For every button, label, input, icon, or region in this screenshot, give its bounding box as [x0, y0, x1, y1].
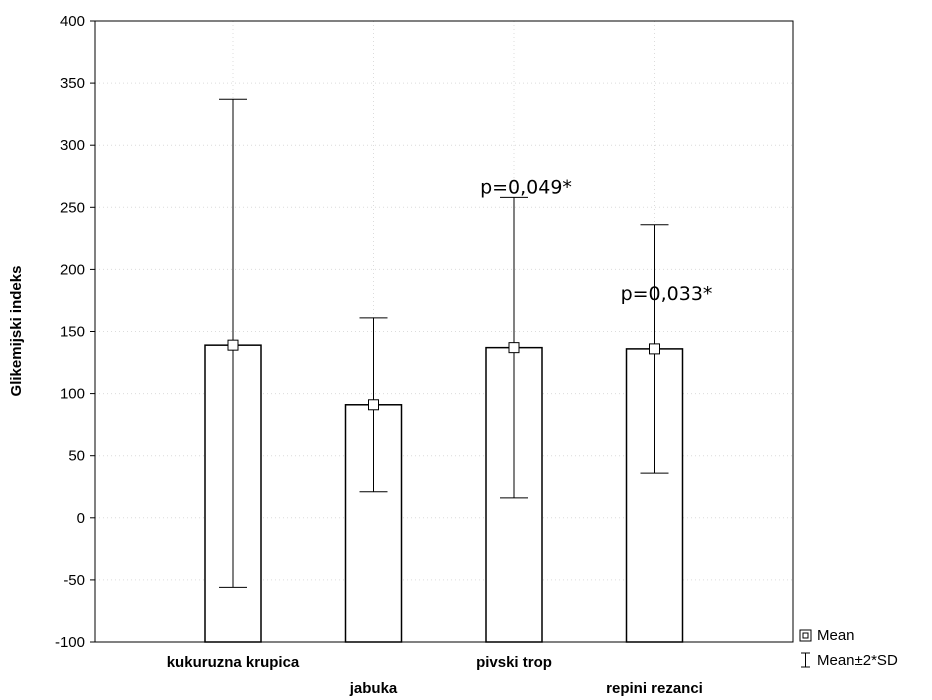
mean-marker [508, 342, 520, 354]
y-tick-label: 0 [77, 510, 85, 527]
legend-mean-label: Mean [817, 627, 855, 644]
x-tick-label: pivski trop [476, 654, 552, 671]
y-ticks: 400 350 300 250 200 150 100 50 0 -50 -100 [55, 13, 95, 651]
mean-markers [227, 339, 660, 411]
legend-item-mean: Mean [799, 627, 855, 644]
x-tick-labels: kukuruzna krupica jabuka pivski trop repini… [167, 654, 703, 697]
y-tick-label: 200 [60, 261, 85, 278]
y-tick-label: 400 [60, 13, 85, 30]
y-axis-title: Glikemijski indeks [8, 266, 25, 397]
y-tick-label: 150 [60, 324, 85, 341]
y-tick-label: 350 [60, 75, 85, 92]
y-tick-label: 250 [60, 199, 85, 216]
y-tick-label: 300 [60, 137, 85, 154]
legend: Mean Mean±2*SD [799, 627, 898, 669]
annotation-label: p=0,049* [480, 176, 572, 198]
mean-marker [368, 399, 379, 411]
y-tick-label: -50 [63, 572, 85, 589]
legend-sd-label: Mean±2*SD [817, 652, 898, 669]
y-tick-label: 50 [68, 448, 85, 465]
legend-mean-marker-inner [802, 632, 809, 639]
mean-marker [649, 343, 660, 355]
legend-mean-marker [799, 629, 812, 642]
y-tick-label: 100 [60, 386, 85, 403]
annotation-label: p=0,033* [621, 283, 713, 305]
x-tick-label: repini rezanci [606, 680, 703, 697]
error-bars [219, 98, 669, 588]
y-tick-label: -100 [55, 634, 85, 651]
bars [204, 344, 684, 643]
mean-marker [227, 339, 239, 351]
grid-lines [95, 21, 793, 642]
x-tick-label: jabuka [349, 680, 398, 697]
legend-item-sd: Mean±2*SD [801, 652, 898, 669]
annotations: p=0,049* p=0,033* [480, 176, 712, 305]
x-tick-label: kukuruzna krupica [167, 654, 300, 671]
